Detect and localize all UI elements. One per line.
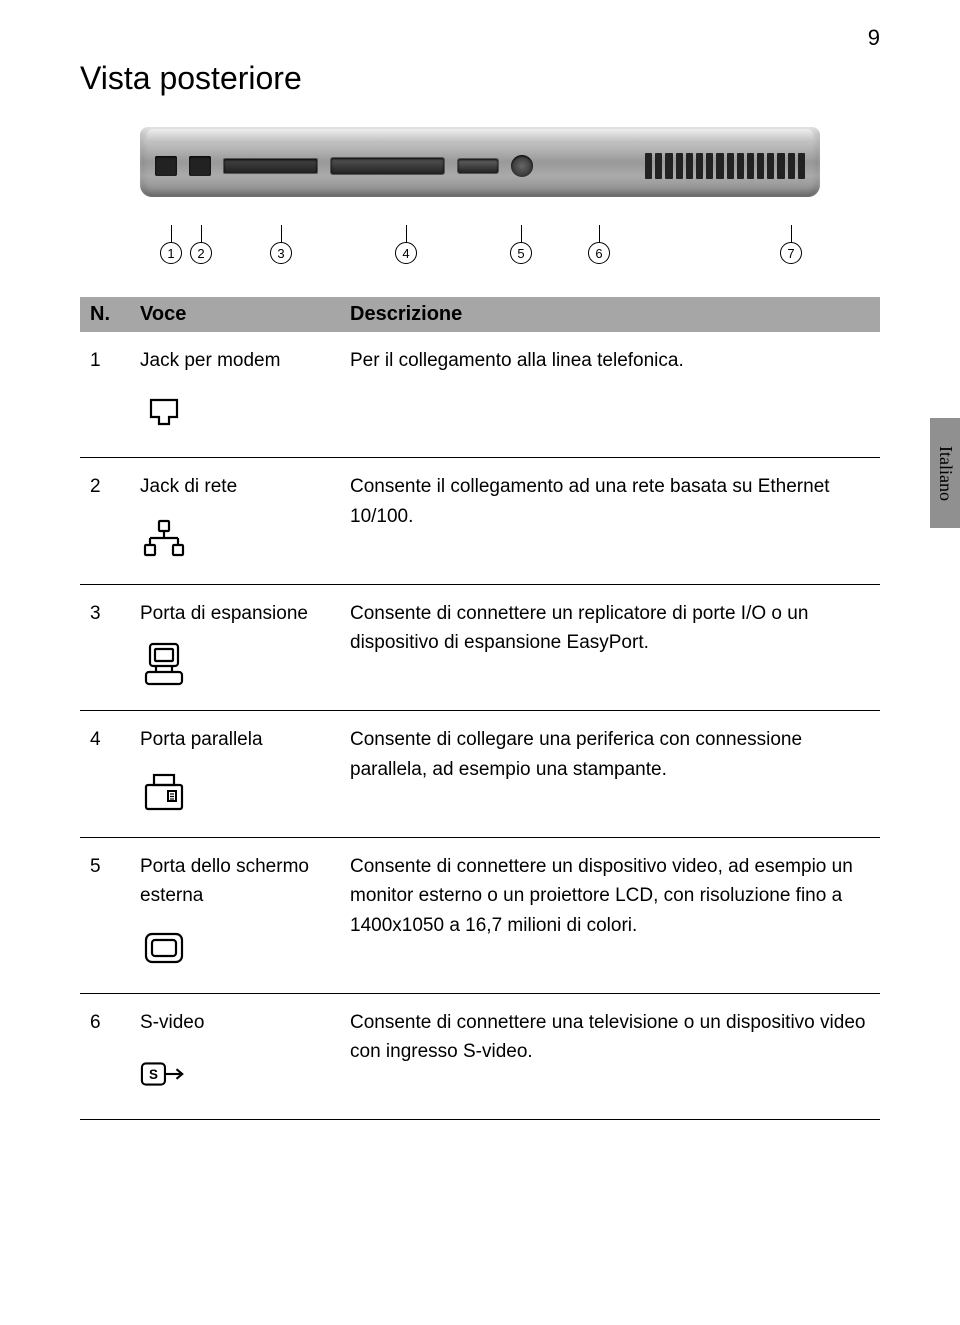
port-expansion-illustration bbox=[223, 158, 318, 174]
callout-2: 2 bbox=[190, 242, 212, 264]
col-header-desc: Descrizione bbox=[350, 303, 870, 326]
table-row: 6 S-video S Consente di connettere una t… bbox=[80, 994, 880, 1120]
table-row: 3 Porta di espansione Consente di connet… bbox=[80, 585, 880, 711]
callout-row: 1 2 3 4 5 6 7 bbox=[140, 242, 820, 282]
callout-1: 1 bbox=[160, 242, 182, 264]
row-item-label: S-video bbox=[140, 1008, 350, 1037]
row-item-label: Porta dello schermo esterna bbox=[140, 852, 350, 911]
callout-6: 6 bbox=[588, 242, 610, 264]
table-header-row: N. Voce Descrizione bbox=[80, 297, 880, 332]
ports-table: N. Voce Descrizione 1 Jack per modem Per… bbox=[80, 297, 880, 1120]
callout-7: 7 bbox=[780, 242, 802, 264]
port-vga-illustration bbox=[457, 158, 499, 174]
table-row: 2 Jack di rete Consente il collegamento … bbox=[80, 458, 880, 584]
row-item-label: Porta di espansione bbox=[140, 599, 350, 628]
network-jack-icon bbox=[140, 518, 188, 560]
port-network-illustration bbox=[189, 156, 211, 176]
row-item-label: Jack per modem bbox=[140, 346, 350, 375]
table-row: 5 Porta dello schermo esterna Consente d… bbox=[80, 838, 880, 994]
laptop-rear-illustration bbox=[140, 127, 820, 227]
page-number: 9 bbox=[868, 25, 880, 51]
row-num: 1 bbox=[90, 346, 140, 433]
row-num: 5 bbox=[90, 852, 140, 969]
row-num: 2 bbox=[90, 472, 140, 559]
row-item-label: Porta parallela bbox=[140, 725, 350, 754]
row-num: 4 bbox=[90, 725, 140, 812]
section-title: Vista posteriore bbox=[80, 60, 880, 97]
row-desc: Consente di connettere una televisione o… bbox=[350, 1008, 870, 1095]
col-header-num: N. bbox=[90, 303, 140, 326]
external-display-icon bbox=[140, 927, 188, 969]
row-desc: Per il collegamento alla linea telefonic… bbox=[350, 346, 870, 433]
port-svideo-illustration bbox=[511, 155, 533, 177]
svg-text:S: S bbox=[149, 1067, 158, 1082]
modem-jack-icon bbox=[140, 391, 188, 433]
col-header-item: Voce bbox=[140, 303, 350, 326]
callout-4: 4 bbox=[395, 242, 417, 264]
svideo-icon: S bbox=[140, 1053, 188, 1095]
port-parallel-illustration bbox=[330, 157, 445, 175]
row-desc: Consente il collegamento ad una rete bas… bbox=[350, 472, 870, 559]
table-row: 1 Jack per modem Per il collegamento all… bbox=[80, 332, 880, 458]
row-num: 6 bbox=[90, 1008, 140, 1095]
row-desc: Consente di connettere un replicatore di… bbox=[350, 599, 870, 686]
table-row: 4 Porta parallela Consente di collegare … bbox=[80, 711, 880, 837]
row-num: 3 bbox=[90, 599, 140, 686]
row-desc: Consente di connettere un dispositivo vi… bbox=[350, 852, 870, 969]
row-item-label: Jack di rete bbox=[140, 472, 350, 501]
vent-slots bbox=[645, 153, 805, 179]
callout-5: 5 bbox=[510, 242, 532, 264]
expansion-port-icon bbox=[140, 644, 188, 686]
parallel-port-icon bbox=[140, 771, 188, 813]
port-modem-illustration bbox=[155, 156, 177, 176]
row-desc: Consente di collegare una periferica con… bbox=[350, 725, 870, 812]
language-side-tab: Italiano bbox=[930, 418, 960, 528]
callout-3: 3 bbox=[270, 242, 292, 264]
language-side-tab-label: Italiano bbox=[935, 446, 956, 501]
